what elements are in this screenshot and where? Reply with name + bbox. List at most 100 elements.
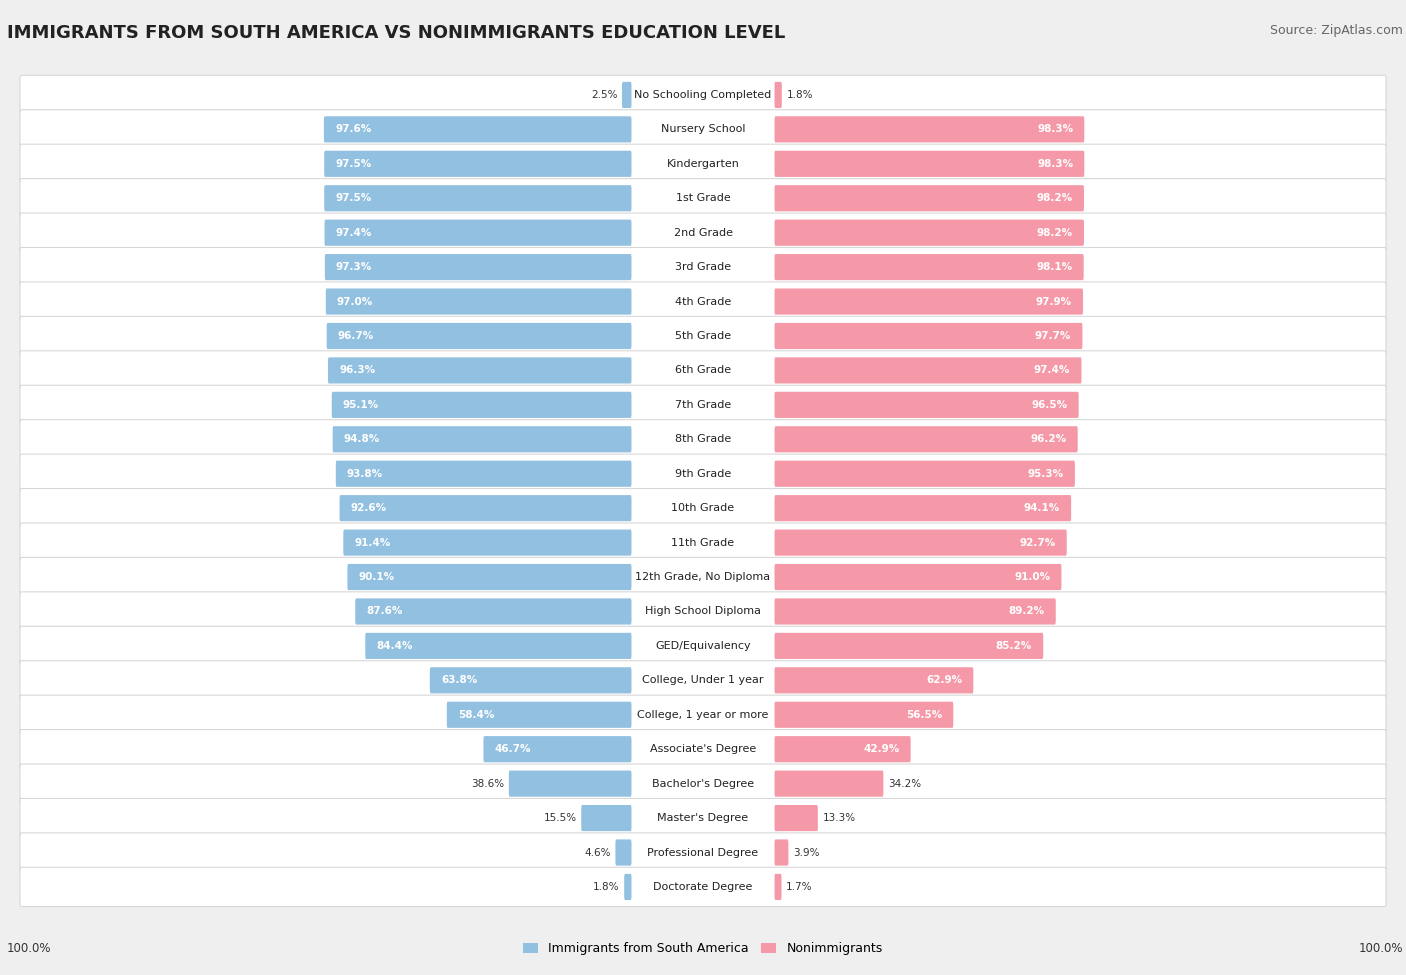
Text: 97.3%: 97.3% xyxy=(336,262,373,272)
Text: 97.5%: 97.5% xyxy=(336,159,371,169)
Text: 98.2%: 98.2% xyxy=(1036,228,1073,238)
Text: 3.9%: 3.9% xyxy=(793,847,820,857)
FancyBboxPatch shape xyxy=(20,282,1386,321)
Text: 92.7%: 92.7% xyxy=(1019,537,1056,548)
FancyBboxPatch shape xyxy=(430,667,631,693)
Text: 42.9%: 42.9% xyxy=(863,744,900,755)
Text: 4.6%: 4.6% xyxy=(585,847,610,857)
FancyBboxPatch shape xyxy=(340,495,631,522)
FancyBboxPatch shape xyxy=(333,426,631,452)
FancyBboxPatch shape xyxy=(325,185,631,212)
FancyBboxPatch shape xyxy=(775,529,1067,556)
FancyBboxPatch shape xyxy=(20,868,1386,907)
Text: High School Diploma: High School Diploma xyxy=(645,606,761,616)
Text: GED/Equivalency: GED/Equivalency xyxy=(655,641,751,651)
Text: 97.4%: 97.4% xyxy=(336,228,373,238)
Text: 94.8%: 94.8% xyxy=(344,434,380,445)
Text: Nursery School: Nursery School xyxy=(661,125,745,135)
FancyBboxPatch shape xyxy=(20,351,1386,390)
Text: 12th Grade, No Diploma: 12th Grade, No Diploma xyxy=(636,572,770,582)
FancyBboxPatch shape xyxy=(775,151,1084,176)
Text: 1.7%: 1.7% xyxy=(786,882,813,892)
FancyBboxPatch shape xyxy=(775,460,1076,487)
Text: 87.6%: 87.6% xyxy=(367,606,402,616)
FancyBboxPatch shape xyxy=(328,357,631,383)
Text: 2.5%: 2.5% xyxy=(591,90,617,100)
FancyBboxPatch shape xyxy=(336,460,631,487)
FancyBboxPatch shape xyxy=(775,874,782,900)
Text: Doctorate Degree: Doctorate Degree xyxy=(654,882,752,892)
Text: Associate's Degree: Associate's Degree xyxy=(650,744,756,755)
Text: 98.2%: 98.2% xyxy=(1036,193,1073,203)
FancyBboxPatch shape xyxy=(775,116,1084,142)
Text: 100.0%: 100.0% xyxy=(1358,943,1403,956)
Text: 2nd Grade: 2nd Grade xyxy=(673,228,733,238)
FancyBboxPatch shape xyxy=(484,736,631,762)
Text: 95.1%: 95.1% xyxy=(343,400,380,410)
Text: 97.4%: 97.4% xyxy=(1033,366,1070,375)
Text: 98.3%: 98.3% xyxy=(1038,159,1073,169)
Text: 10th Grade: 10th Grade xyxy=(672,503,734,513)
FancyBboxPatch shape xyxy=(775,82,782,108)
Text: 4th Grade: 4th Grade xyxy=(675,296,731,306)
FancyBboxPatch shape xyxy=(20,833,1386,872)
Text: Master's Degree: Master's Degree xyxy=(658,813,748,823)
Text: 97.9%: 97.9% xyxy=(1036,296,1071,306)
FancyBboxPatch shape xyxy=(20,385,1386,424)
Text: 85.2%: 85.2% xyxy=(995,641,1032,651)
FancyBboxPatch shape xyxy=(325,151,631,176)
FancyBboxPatch shape xyxy=(20,661,1386,700)
Text: Bachelor's Degree: Bachelor's Degree xyxy=(652,779,754,789)
FancyBboxPatch shape xyxy=(20,799,1386,838)
FancyBboxPatch shape xyxy=(775,185,1084,212)
Text: 15.5%: 15.5% xyxy=(544,813,576,823)
FancyBboxPatch shape xyxy=(20,592,1386,631)
Text: 84.4%: 84.4% xyxy=(377,641,413,651)
Text: 9th Grade: 9th Grade xyxy=(675,469,731,479)
FancyBboxPatch shape xyxy=(323,116,631,142)
FancyBboxPatch shape xyxy=(325,254,631,280)
FancyBboxPatch shape xyxy=(347,564,631,590)
FancyBboxPatch shape xyxy=(775,633,1043,659)
FancyBboxPatch shape xyxy=(20,626,1386,666)
Text: 1.8%: 1.8% xyxy=(593,882,620,892)
Text: IMMIGRANTS FROM SOUTH AMERICA VS NONIMMIGRANTS EDUCATION LEVEL: IMMIGRANTS FROM SOUTH AMERICA VS NONIMMI… xyxy=(7,24,786,42)
Text: 90.1%: 90.1% xyxy=(359,572,395,582)
FancyBboxPatch shape xyxy=(326,289,631,315)
FancyBboxPatch shape xyxy=(775,702,953,728)
Text: 91.4%: 91.4% xyxy=(354,537,391,548)
Text: 98.3%: 98.3% xyxy=(1038,125,1073,135)
FancyBboxPatch shape xyxy=(20,419,1386,459)
Text: 100.0%: 100.0% xyxy=(7,943,52,956)
Text: 1st Grade: 1st Grade xyxy=(676,193,730,203)
FancyBboxPatch shape xyxy=(616,839,631,866)
Text: 93.8%: 93.8% xyxy=(347,469,382,479)
FancyBboxPatch shape xyxy=(20,764,1386,803)
Text: 97.5%: 97.5% xyxy=(336,193,371,203)
FancyBboxPatch shape xyxy=(624,874,631,900)
FancyBboxPatch shape xyxy=(20,214,1386,253)
FancyBboxPatch shape xyxy=(20,558,1386,597)
FancyBboxPatch shape xyxy=(775,770,883,797)
Text: Kindergarten: Kindergarten xyxy=(666,159,740,169)
Text: 56.5%: 56.5% xyxy=(905,710,942,720)
Text: 96.2%: 96.2% xyxy=(1031,434,1067,445)
Text: No Schooling Completed: No Schooling Completed xyxy=(634,90,772,100)
FancyBboxPatch shape xyxy=(20,454,1386,493)
FancyBboxPatch shape xyxy=(775,289,1083,315)
FancyBboxPatch shape xyxy=(325,219,631,246)
FancyBboxPatch shape xyxy=(20,75,1386,115)
Text: 97.7%: 97.7% xyxy=(1035,331,1071,341)
FancyBboxPatch shape xyxy=(775,495,1071,522)
FancyBboxPatch shape xyxy=(775,219,1084,246)
FancyBboxPatch shape xyxy=(775,392,1078,418)
Text: College, Under 1 year: College, Under 1 year xyxy=(643,676,763,685)
FancyBboxPatch shape xyxy=(343,529,631,556)
FancyBboxPatch shape xyxy=(775,667,973,693)
Text: 89.2%: 89.2% xyxy=(1008,606,1045,616)
Text: 62.9%: 62.9% xyxy=(927,676,962,685)
FancyBboxPatch shape xyxy=(621,82,631,108)
Text: 8th Grade: 8th Grade xyxy=(675,434,731,445)
Legend: Immigrants from South America, Nonimmigrants: Immigrants from South America, Nonimmigr… xyxy=(519,937,887,960)
Text: 3rd Grade: 3rd Grade xyxy=(675,262,731,272)
